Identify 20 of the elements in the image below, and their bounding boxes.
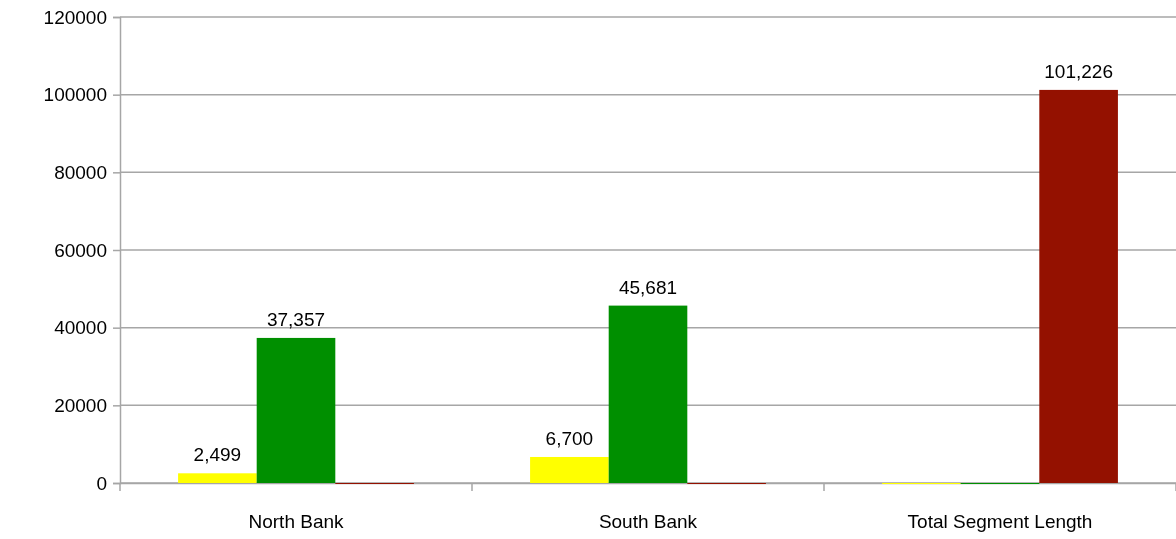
y-tick-label: 60000 bbox=[54, 239, 107, 261]
bar bbox=[608, 305, 688, 483]
data-label: 37,357 bbox=[266, 308, 326, 330]
x-tick-label: North Bank bbox=[248, 511, 345, 533]
y-tick-label: 80000 bbox=[54, 161, 107, 183]
x-tick-label: South Bank bbox=[598, 511, 698, 533]
y-tick-label: 0 bbox=[96, 472, 107, 494]
y-tick-label: 40000 bbox=[54, 317, 107, 339]
data-label: 101,226 bbox=[1044, 60, 1113, 82]
y-tick-label: 20000 bbox=[54, 394, 107, 416]
bar bbox=[178, 473, 257, 483]
bar bbox=[530, 456, 609, 483]
bar bbox=[256, 337, 336, 483]
data-label: 6,700 bbox=[545, 427, 594, 449]
y-tick-label: 100000 bbox=[43, 84, 107, 106]
y-tick-label: 120000 bbox=[43, 6, 107, 28]
x-tick-label: Total Segment Length bbox=[907, 511, 1093, 533]
bar bbox=[1039, 89, 1118, 483]
data-label: 45,681 bbox=[618, 276, 678, 298]
data-label: 2,499 bbox=[193, 444, 242, 466]
